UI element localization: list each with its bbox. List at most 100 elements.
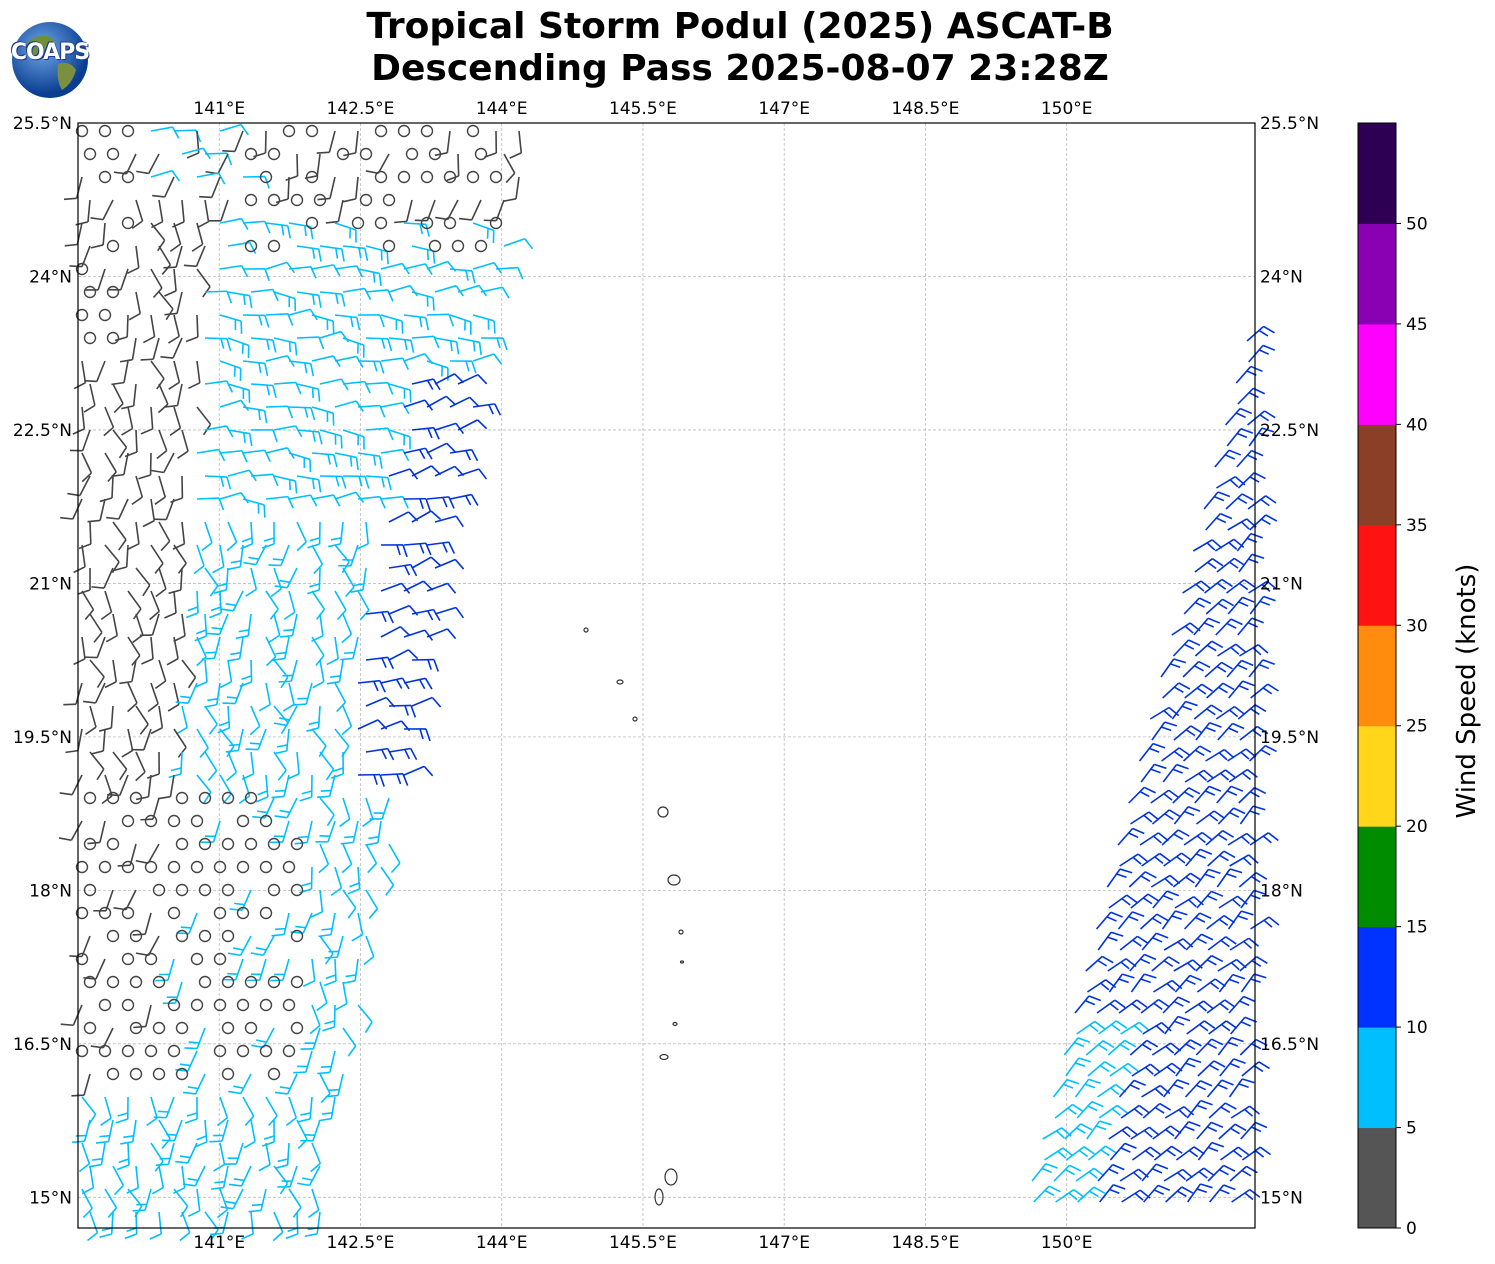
wind-barb: [380, 314, 404, 334]
wind-barb: [330, 751, 345, 779]
wind-barb: [135, 567, 151, 597]
wind-barb: [1085, 1040, 1115, 1056]
wind-barb: [1196, 890, 1224, 909]
island-outline: [664, 1168, 678, 1186]
wind-barb: [1239, 805, 1266, 825]
wind-barb: [1131, 1146, 1161, 1161]
wind-barb: [1240, 1121, 1268, 1140]
lat-tick-label-left: 19.5°N: [13, 728, 72, 748]
wind-barb: [334, 355, 364, 368]
wind-barb: [169, 406, 182, 437]
calm-wind-circle: [175, 837, 189, 851]
wind-barb: [311, 406, 335, 426]
wind-barb: [449, 268, 476, 284]
wind-barb: [204, 425, 234, 438]
wind-barb: [1197, 1141, 1225, 1161]
wind-barb: [270, 958, 290, 982]
wind-barb: [265, 495, 294, 509]
wind-barb: [245, 567, 258, 597]
wind-barb: [1120, 1104, 1150, 1119]
calm-wind-circle: [267, 147, 281, 161]
wind-barb: [1248, 580, 1278, 594]
wind-barb: [128, 291, 141, 321]
wind-barb: [161, 1119, 183, 1142]
wind-barb: [1087, 1061, 1116, 1077]
wind-barb: [411, 426, 440, 440]
wind-barb: [172, 1165, 186, 1195]
wind-barb: [150, 126, 180, 139]
calm-wind-circle: [259, 998, 273, 1012]
wind-barb: [149, 590, 160, 621]
calm-wind-circle: [175, 791, 189, 805]
wind-barb: [1206, 682, 1235, 699]
wind-barb: [1216, 785, 1244, 804]
wind-barb: [288, 406, 316, 421]
wind-barb: [277, 1165, 298, 1188]
calm-wind-circle: [75, 952, 89, 966]
wind-barb: [403, 542, 432, 556]
lon-tick-label-top: 142.5°E: [327, 99, 395, 119]
wind-barb: [434, 337, 460, 355]
wind-barb: [273, 381, 302, 395]
wind-barb: [223, 1142, 244, 1165]
wind-barb: [219, 123, 250, 136]
wind-barb: [411, 696, 442, 708]
wind-barb: [241, 751, 255, 780]
wind-barb: [388, 337, 415, 353]
wind-barb: [166, 636, 179, 666]
wind-barb: [380, 401, 410, 415]
wind-barb: [380, 544, 408, 558]
calm-wind-circle: [221, 1021, 235, 1035]
calm-wind-circle: [236, 860, 250, 874]
wind-barb: [135, 774, 152, 801]
wind-barb: [1228, 768, 1258, 783]
wind-barb: [1239, 956, 1268, 972]
calm-wind-circle: [167, 998, 181, 1012]
wind-barb: [250, 288, 279, 302]
colorbar-segment: [1358, 223, 1396, 325]
wind-barb: [446, 153, 460, 182]
wind-barb: [1241, 1061, 1270, 1077]
wind-barb: [209, 1119, 229, 1143]
wind-barb: [220, 590, 244, 612]
wind-barb: [1194, 640, 1224, 657]
calm-wind-circle: [420, 170, 434, 184]
wind-barb: [319, 330, 350, 343]
wind-barb: [1173, 806, 1201, 825]
wind-barb: [1085, 955, 1114, 972]
wind-barb: [183, 1073, 206, 1095]
wind-barb: [457, 284, 488, 297]
wind-barb: [1237, 387, 1266, 405]
calm-wind-circle: [121, 998, 135, 1012]
calm-wind-circle: [382, 239, 396, 253]
wind-barb: [219, 491, 249, 504]
calm-wind-circle: [106, 837, 120, 851]
wind-barb: [311, 613, 324, 643]
wind-barb: [365, 475, 392, 491]
wind-barb: [228, 1073, 252, 1095]
wind-barb: [201, 521, 213, 552]
wind-barb: [181, 659, 197, 689]
wind-barb: [319, 797, 335, 827]
wind-barb: [480, 286, 510, 299]
wind-barb: [1224, 407, 1253, 426]
wind-barb: [242, 449, 272, 463]
wind-barb: [1096, 999, 1126, 1014]
calm-wind-circle: [190, 860, 204, 874]
wind-barb: [311, 264, 341, 277]
wind-barb: [261, 521, 275, 549]
wind-barb: [1239, 1038, 1268, 1056]
wind-barb: [78, 1142, 91, 1173]
wind-barb: [196, 497, 225, 511]
wind-barb: [106, 498, 129, 520]
wind-barb: [296, 336, 325, 350]
wind-barb: [1239, 644, 1269, 657]
wind-barb: [191, 222, 204, 252]
wind-barb: [1162, 763, 1189, 783]
wind-barb: [135, 843, 160, 864]
wind-barb: [1204, 661, 1233, 678]
wind-barb: [247, 958, 267, 982]
wind-barb: [194, 613, 208, 642]
wind-barb: [1108, 1126, 1138, 1140]
wind-barb: [403, 399, 434, 411]
